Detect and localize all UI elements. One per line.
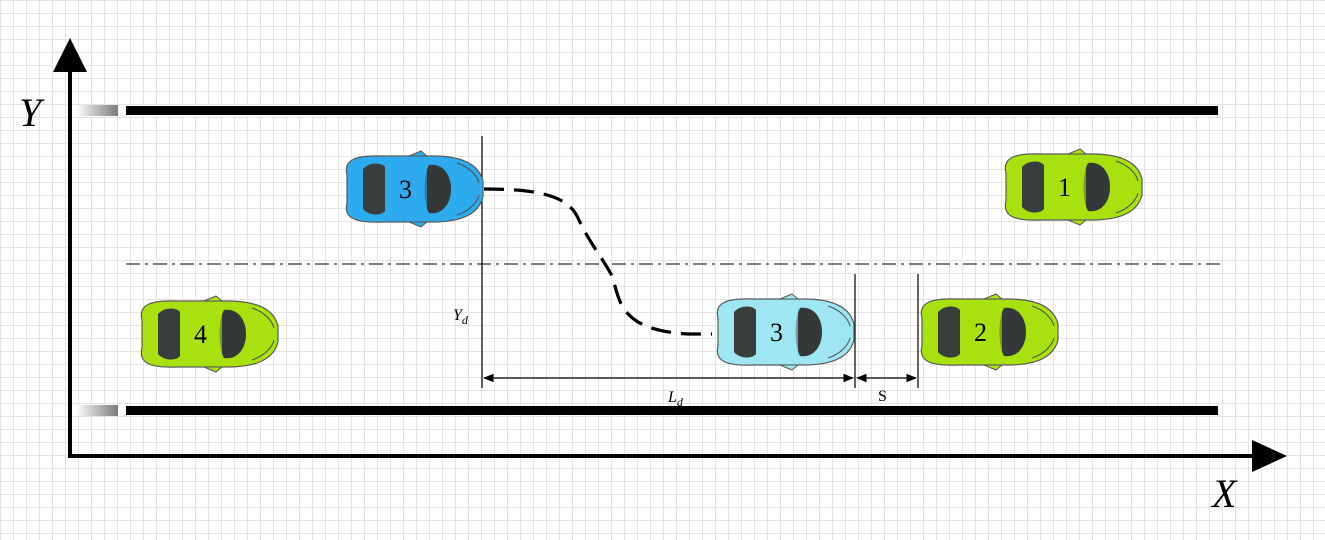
top-road-edge bbox=[126, 106, 1218, 115]
car-3-start: 3 bbox=[345, 150, 484, 228]
ld-label: Ld bbox=[667, 389, 684, 409]
y-axis-label: Y bbox=[19, 90, 45, 135]
car-1-number: 1 bbox=[1058, 173, 1071, 202]
car-3-start-number: 3 bbox=[399, 175, 412, 204]
car-4-number: 4 bbox=[194, 320, 207, 349]
y-axis-arrowhead bbox=[53, 38, 87, 72]
lane-change-trajectory bbox=[483, 187, 712, 336]
car-2: 2 bbox=[920, 293, 1059, 371]
s-label: S bbox=[878, 388, 887, 405]
x-axis-arrowhead bbox=[1252, 440, 1287, 472]
car-1: 1 bbox=[1004, 148, 1143, 226]
x-axis-label: X bbox=[1210, 471, 1238, 516]
bottom-road-edge bbox=[126, 406, 1218, 415]
yd-label: Yd bbox=[453, 307, 469, 327]
car-3-end: 3 bbox=[716, 293, 855, 371]
top-road-edge-fade bbox=[76, 105, 118, 116]
car-4: 4 bbox=[140, 295, 279, 373]
car-3-end-number: 3 bbox=[770, 318, 783, 347]
bottom-road-edge-fade bbox=[76, 405, 118, 416]
car-2-number: 2 bbox=[974, 318, 987, 347]
cars-layer: 3 1 4 3 2 bbox=[140, 148, 1143, 373]
